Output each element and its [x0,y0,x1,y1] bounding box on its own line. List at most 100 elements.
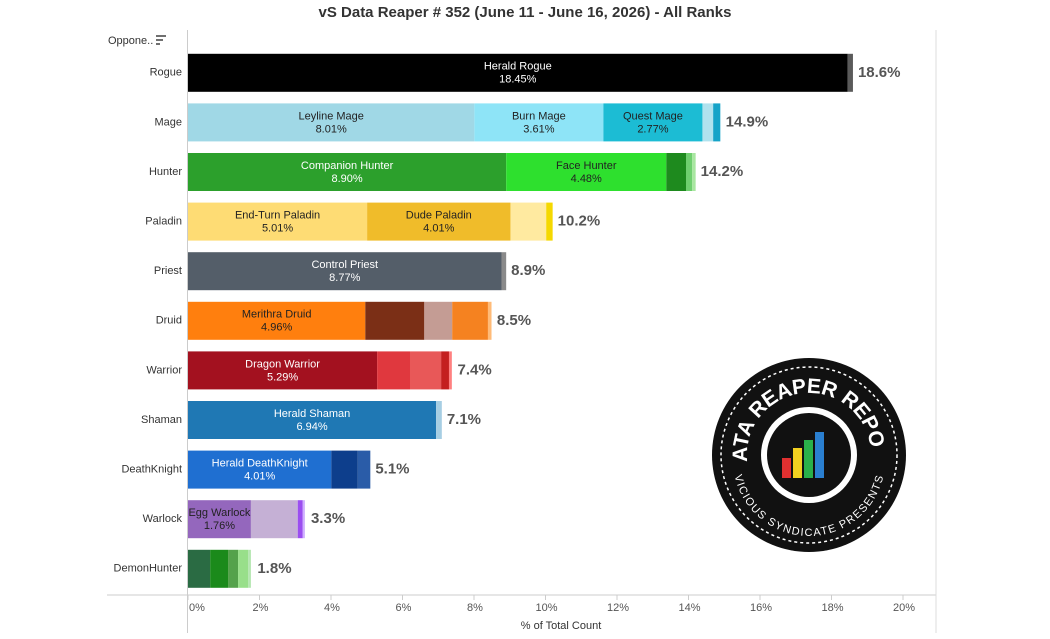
total-label: 14.2% [701,163,744,180]
segment-label: Dragon Warrior [245,358,320,370]
segment-value-label: 4.01% [423,223,454,235]
category-label: Druid [156,315,182,327]
x-tick-label: 14% [678,602,700,614]
bar-segment [685,153,693,191]
category-label: DeathKnight [121,464,182,476]
segment-label: Herald DeathKnight [212,458,308,470]
segment-value-label: 18.45% [499,74,537,86]
x-tick-label: 12% [607,602,629,614]
total-label: 14.9% [726,113,769,130]
segment-label: Merithra Druid [242,309,312,321]
bar-segment [666,153,686,191]
segment-value-label: 3.61% [523,123,554,135]
x-tick-label: 10% [535,602,557,614]
bar-segment [713,103,721,142]
bar-segment [441,351,449,390]
segment-label: Face Hunter [556,160,617,172]
segment-label: End-Turn Paladin [235,210,320,222]
bar-segment [188,53,848,92]
bar-segment [248,549,251,588]
bar-segment [188,301,366,340]
bar-segment [603,103,703,142]
segment-label: Dude Paladin [406,210,472,222]
x-tick-label: 0% [189,602,205,614]
total-label: 3.3% [311,510,345,527]
category-label: Rogue [150,67,182,79]
total-label: 5.1% [375,461,409,478]
x-tick-label: 2% [253,602,269,614]
bar-segment [702,103,714,142]
bar-segment [367,202,511,241]
sort-icon[interactable] [156,35,166,45]
bar-segment [188,252,502,291]
segment-label: Companion Hunter [301,160,394,172]
bar-segment [365,301,425,340]
x-tick-label: 4% [324,602,340,614]
segment-label: Leyline Mage [298,110,363,122]
bar-segment [188,351,378,390]
bar-segment [448,351,452,390]
segment-value-label: 1.76% [204,520,235,532]
segment-value-label: 4.01% [244,471,275,483]
bar-segment [250,500,298,539]
segment-value-label: 6.94% [296,421,327,433]
segment-value-label: 4.96% [261,322,292,334]
segment-value-label: 8.90% [331,173,362,185]
chart-title: vS Data Reaper # 352 (June 11 - June 16,… [319,4,732,21]
bar-segment [302,500,305,539]
total-label: 18.6% [858,64,901,81]
bar-segment [474,103,604,142]
bar-segment [188,500,251,539]
segment-label: Herald Rogue [484,61,552,73]
x-tick-label: 8% [467,602,483,614]
row-header[interactable]: Oppone.. [108,35,153,47]
bar-segment [357,450,371,489]
x-tick-label: 16% [750,602,772,614]
category-label: Shaman [141,414,182,426]
bar-segment [510,202,547,241]
x-tick-label: 20% [893,602,915,614]
category-label: Mage [154,116,182,128]
x-axis-title: % of Total Count [521,620,602,632]
total-label: 10.2% [558,213,601,230]
category-label: Warrior [146,364,182,376]
total-label: 7.4% [458,361,492,378]
segment-value-label: 5.01% [262,223,293,235]
bar-segment [546,202,553,241]
bar-segment [452,301,488,340]
segment-label: Control Priest [311,259,378,271]
bar-segment [436,401,442,439]
x-tick-label: 6% [396,602,412,614]
bar-segment [424,301,453,340]
segment-label: Burn Mage [512,110,566,122]
total-label: 8.9% [511,262,545,279]
bar-segment [506,153,667,191]
bar-segment [331,450,358,489]
bar-segment [297,500,303,539]
category-label: Hunter [149,166,182,178]
bar-segment [847,53,853,92]
bar-segment [228,549,239,588]
total-label: 8.5% [497,312,531,329]
total-label: 1.8% [257,560,291,577]
bar-segment [188,549,211,588]
bar-segment [188,103,475,142]
bar-segment [410,351,442,390]
category-label: Warlock [143,513,183,525]
bar-segment [210,549,229,588]
bar-segment [188,202,368,241]
bar-segment [188,450,332,489]
total-label: 7.1% [447,411,481,428]
bar-segment [238,549,249,588]
segment-label: Egg Warlock [188,507,250,519]
segment-value-label: 4.48% [571,173,602,185]
segment-value-label: 8.01% [316,123,347,135]
category-label: DemonHunter [114,563,183,575]
segment-label: Quest Mage [623,110,683,122]
x-tick-label: 18% [821,602,843,614]
bar-segment [692,153,696,191]
segment-value-label: 2.77% [637,123,668,135]
segment-value-label: 8.77% [329,272,360,284]
segment-label: Herald Shaman [274,408,350,420]
